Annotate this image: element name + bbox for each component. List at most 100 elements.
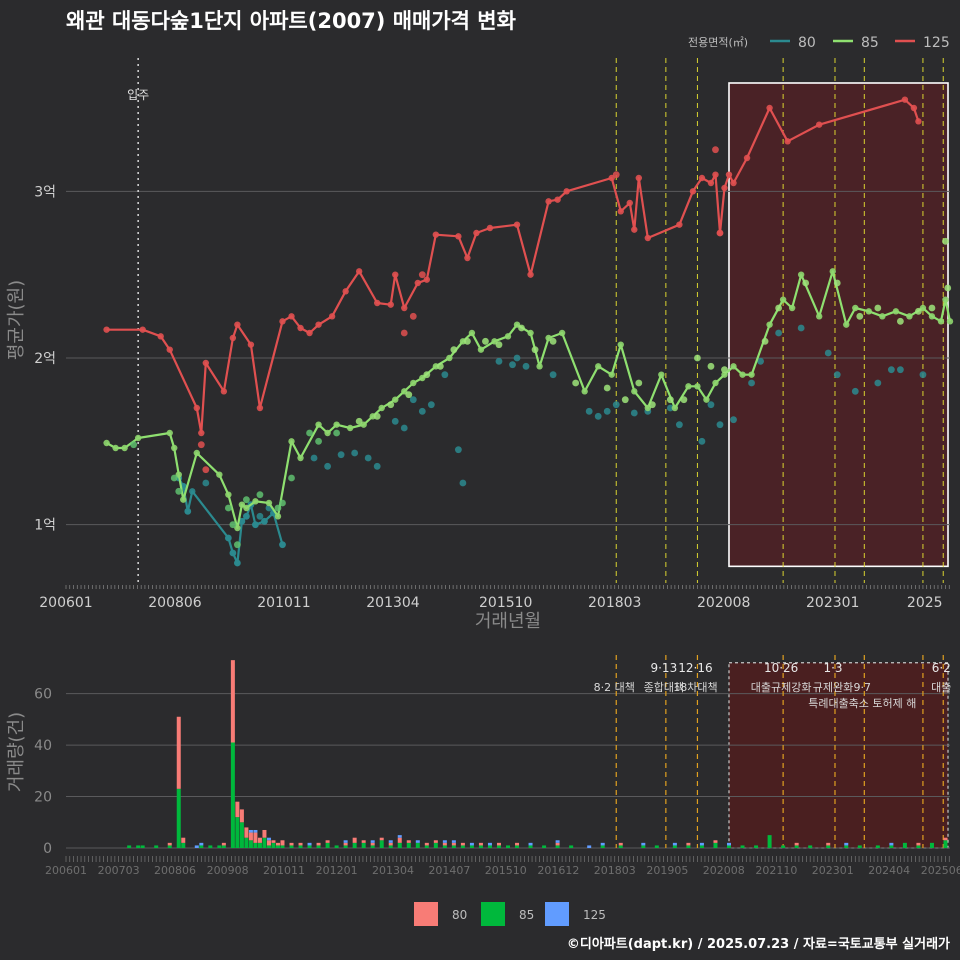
data-point-125 [743, 154, 751, 162]
volume-bar-85 [713, 842, 718, 848]
data-point-125 [342, 288, 349, 295]
volume-bar-125 [199, 842, 204, 846]
data-point-125 [279, 318, 286, 325]
data-point-85 [373, 412, 381, 420]
data-point-125 [103, 326, 110, 333]
volume-bar-85 [280, 845, 285, 848]
data-point-85 [694, 354, 701, 362]
volume-bar-80 [794, 842, 799, 846]
volume-bar-85 [334, 845, 339, 848]
data-point-85 [694, 383, 701, 390]
volume-bar-125 [442, 840, 447, 843]
volume-bar-125 [343, 840, 348, 843]
volume-bar-85 [469, 845, 474, 848]
data-point-85 [243, 504, 250, 512]
data-point-85 [685, 383, 692, 390]
data-point-85 [536, 363, 543, 370]
highlight-period-box [728, 82, 949, 568]
y-axis-title: 거래량(건) [6, 712, 27, 792]
x-tick-label: 200806 [154, 864, 196, 877]
volume-bar-80 [253, 832, 258, 843]
volume-bar-80 [275, 842, 280, 846]
volume-bar-125 [469, 842, 474, 846]
data-point-80 [874, 379, 882, 387]
volume-bar-125 [672, 842, 677, 846]
legend-label-80: 80 [798, 35, 816, 51]
data-point-125 [910, 104, 918, 112]
data-point-85 [852, 304, 859, 312]
volume-bar-85 [415, 842, 420, 848]
data-point-125 [288, 313, 295, 320]
data-point-80 [337, 451, 345, 459]
data-point-80 [441, 371, 449, 379]
policy-annotation: 6·2 [932, 661, 951, 675]
volume-bar-85 [889, 845, 894, 848]
volume-bar-85 [271, 842, 276, 848]
volume-bar-80 [686, 842, 691, 846]
data-point-85 [928, 304, 936, 312]
data-point-85 [779, 296, 787, 303]
volume-bar-85 [217, 845, 222, 848]
volume-bar-125 [266, 837, 271, 841]
data-point-125 [721, 184, 728, 192]
data-point-85 [450, 346, 458, 354]
data-point-85 [946, 318, 954, 325]
data-point-85 [464, 337, 471, 345]
data-point-80 [748, 379, 755, 387]
volume-bar-85 [298, 845, 303, 848]
data-point-85 [915, 307, 922, 315]
volume-bar-80 [235, 801, 240, 818]
data-point-85 [558, 329, 566, 337]
data-point-80 [730, 416, 737, 424]
volume-bar-85 [307, 845, 312, 848]
volume-bar-85 [727, 845, 731, 848]
volume-bar-80 [248, 832, 253, 841]
data-point-125 [414, 279, 421, 287]
data-point-85 [378, 404, 385, 412]
volume-bar-85 [361, 842, 366, 848]
x-tick-label: 201407 [428, 864, 470, 877]
policy-annotation: 10·26 [764, 661, 798, 675]
volume-bar-85 [262, 837, 267, 848]
data-point-80 [351, 449, 359, 457]
data-point-125 [400, 329, 408, 337]
data-point-125 [901, 96, 909, 103]
volume-bar-80 [343, 842, 348, 846]
data-point-125 [387, 301, 394, 308]
data-point-80 [279, 541, 286, 549]
volume-bar-80 [388, 842, 393, 846]
data-point-85 [112, 444, 119, 452]
volume-bar-85 [618, 845, 623, 848]
volume-bar-85 [506, 845, 510, 848]
volume-bar-85 [478, 845, 483, 848]
volume-bar-85 [781, 845, 786, 848]
data-point-85 [216, 471, 223, 478]
data-point-125 [297, 324, 304, 332]
data-point-125 [157, 333, 164, 340]
data-point-85 [238, 501, 246, 508]
volume-bar-85 [352, 842, 357, 848]
data-point-125 [306, 329, 313, 337]
data-point-85 [288, 474, 295, 482]
data-point-85 [436, 362, 444, 370]
data-point-85 [942, 237, 949, 245]
data-point-85 [712, 379, 719, 387]
data-point-85 [761, 337, 769, 345]
volume-bar-85 [672, 845, 677, 848]
volume-bar-85 [316, 845, 321, 848]
data-point-85 [595, 363, 602, 370]
legend-label-125: 125 [923, 35, 950, 51]
volume-bar-80 [478, 842, 483, 846]
x-tick-label: 201612 [537, 864, 579, 877]
volume-bar-85 [740, 845, 745, 848]
data-point-125 [392, 271, 399, 278]
data-point-80 [513, 354, 521, 362]
y-tick-label: 0 [43, 841, 52, 857]
legend-swatch-80 [414, 902, 438, 926]
data-point-85 [896, 317, 904, 325]
data-point-125 [707, 179, 715, 187]
volume-bar-85 [857, 845, 862, 848]
data-point-125 [432, 231, 440, 238]
data-point-85 [468, 329, 476, 337]
